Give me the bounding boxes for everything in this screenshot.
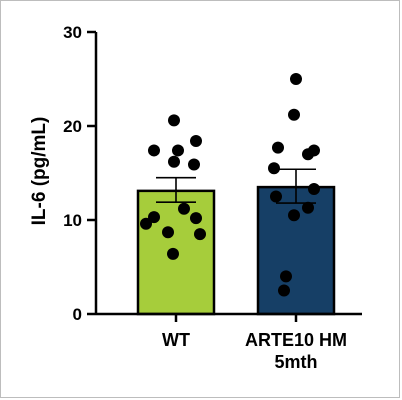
data-point <box>168 114 180 127</box>
y-axis-title: IL-6 (pg/mL) <box>29 117 50 226</box>
y-axis: 0 10 20 30 <box>63 23 98 324</box>
bar-1 <box>256 185 336 316</box>
data-point <box>178 202 190 215</box>
data-point <box>302 201 314 214</box>
y-tick-label: 30 <box>63 23 82 42</box>
data-point <box>188 158 200 171</box>
x-tick-label: ARTE10 HM <box>245 330 347 350</box>
data-point <box>167 247 179 260</box>
data-point <box>290 73 302 85</box>
data-point <box>270 190 282 203</box>
data-point <box>190 135 202 148</box>
data-point <box>148 211 160 224</box>
error-bars <box>156 168 316 204</box>
data-point <box>280 270 292 283</box>
x-tick-label: WT <box>162 330 190 350</box>
data-point <box>288 108 300 121</box>
data-point <box>308 182 320 195</box>
data-point <box>148 144 160 157</box>
data-point <box>278 284 290 297</box>
x-tick-label: 5mth <box>274 352 317 372</box>
data-points <box>140 73 320 297</box>
data-point <box>288 209 300 222</box>
y-tick-label: 0 <box>73 305 82 324</box>
data-point <box>168 155 180 168</box>
y-tick-label: 20 <box>63 117 82 136</box>
bars <box>136 185 336 316</box>
data-point <box>190 212 202 225</box>
data-point <box>172 144 184 157</box>
y-tick-label: 10 <box>63 211 82 230</box>
data-point <box>302 148 314 161</box>
data-point <box>272 141 284 154</box>
data-point <box>162 226 174 239</box>
data-point <box>194 228 206 241</box>
data-point <box>140 217 152 230</box>
data-point <box>268 162 280 175</box>
